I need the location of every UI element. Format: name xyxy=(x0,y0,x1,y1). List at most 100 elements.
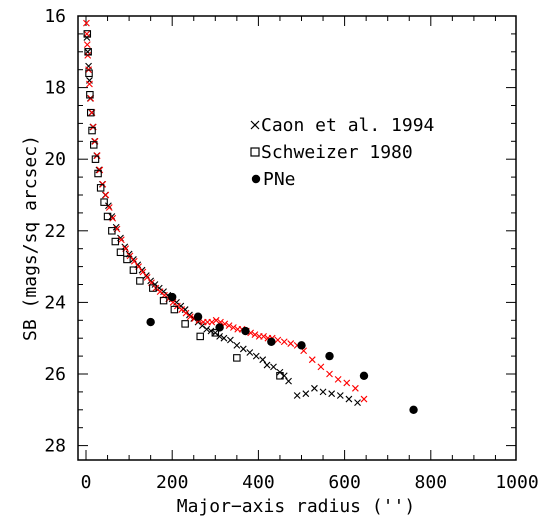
y-tick-label: 26 xyxy=(44,364,66,385)
data-point-square xyxy=(91,155,100,163)
data-point-cross xyxy=(287,340,295,347)
data-point-cross xyxy=(139,268,147,276)
x-tick-label: 0 xyxy=(81,472,92,493)
y-tick-label: 24 xyxy=(44,292,66,313)
legend-pne-label: PNe xyxy=(263,169,296,190)
data-point-square xyxy=(196,332,204,341)
data-point-circle xyxy=(241,326,250,336)
data-point-cross xyxy=(263,361,271,369)
data-point-circle xyxy=(146,317,155,327)
legend-marker-circle xyxy=(251,174,261,184)
y-tick-label: 28 xyxy=(44,436,66,457)
data-point-square xyxy=(103,212,112,221)
data-point-square xyxy=(86,91,94,99)
data-point-square xyxy=(233,354,241,362)
data-point-cross xyxy=(260,333,267,340)
legend: Caon et al. 1994 Schweizer 1980 PNe xyxy=(250,115,434,190)
legend-marker-cross xyxy=(250,120,260,130)
x-tick-label: 800 xyxy=(415,472,448,493)
data-point-square xyxy=(100,198,108,206)
y-tick-label: 22 xyxy=(44,221,66,242)
data-point-square xyxy=(84,48,92,56)
data-point-cross xyxy=(259,356,267,364)
data-layer xyxy=(83,19,418,414)
data-point-cross xyxy=(293,392,301,399)
data-point-cross xyxy=(108,213,116,220)
data-point-circle xyxy=(359,371,369,380)
data-point-square xyxy=(123,255,131,264)
data-point-circle xyxy=(325,351,334,361)
data-point-circle xyxy=(215,323,224,332)
data-point-square xyxy=(85,69,93,78)
data-point-cross xyxy=(230,324,237,331)
data-point-cross xyxy=(186,313,194,321)
data-point-cross xyxy=(302,390,310,398)
data-point-cross xyxy=(246,349,254,356)
data-point-square xyxy=(116,248,125,257)
y-tick-label: 16 xyxy=(44,6,66,27)
data-point-cross xyxy=(226,336,234,344)
data-point-square xyxy=(181,320,189,328)
y-tick-label: 18 xyxy=(44,78,66,99)
data-point-cross xyxy=(319,388,327,396)
data-point-cross xyxy=(207,327,215,335)
legend-schweizer-label: Schweizer 1980 xyxy=(261,142,413,163)
y-tick-label: 20 xyxy=(44,149,66,170)
data-point-square xyxy=(211,329,220,337)
series xyxy=(83,30,284,380)
data-point-cross xyxy=(360,395,368,403)
data-point-cross xyxy=(83,19,90,27)
x-tick-label: 600 xyxy=(328,472,361,493)
data-point-cross xyxy=(83,41,91,49)
data-point-cross xyxy=(102,191,110,199)
legend-marker-square xyxy=(250,147,260,157)
data-point-cross xyxy=(317,363,325,371)
data-point-circle xyxy=(267,337,276,346)
data-point-cross xyxy=(328,390,336,398)
data-point-square xyxy=(108,227,116,235)
x-tick-labels: 0 200 400 600 800 1000 xyxy=(81,472,539,493)
data-point-cross xyxy=(280,338,288,346)
data-point-square xyxy=(136,277,144,285)
data-point-square xyxy=(94,169,102,178)
axis-ticks xyxy=(78,15,516,460)
data-point-cross xyxy=(285,377,292,385)
data-point-cross xyxy=(280,372,288,380)
y-tick-labels: 16 18 20 22 24 26 28 xyxy=(44,6,66,457)
series xyxy=(146,292,418,414)
data-point-cross xyxy=(220,334,228,342)
data-point-square xyxy=(83,30,92,38)
data-point-cross xyxy=(212,316,220,324)
data-point-circle xyxy=(168,292,177,302)
series xyxy=(83,19,368,403)
data-point-cross xyxy=(225,322,233,330)
data-point-cross xyxy=(351,384,359,392)
data-point-cross xyxy=(105,202,112,210)
data-point-square xyxy=(159,296,168,305)
data-point-cross xyxy=(308,356,316,364)
data-point-cross xyxy=(83,30,91,38)
data-point-square xyxy=(129,266,138,274)
data-point-cross xyxy=(326,370,333,378)
data-point-cross xyxy=(354,399,361,407)
data-point-cross xyxy=(112,223,120,231)
data-point-square xyxy=(276,372,284,380)
data-point-cross xyxy=(251,331,259,339)
legend-caon-label: Caon et al. 1994 xyxy=(261,115,434,136)
data-point-cross xyxy=(143,273,151,281)
data-point-square xyxy=(90,141,98,149)
data-point-cross xyxy=(334,375,342,383)
data-point-square xyxy=(88,126,96,135)
data-point-cross xyxy=(252,352,260,360)
data-point-square xyxy=(96,184,105,192)
x-axis-label: Major−axis radius ('') xyxy=(177,496,415,517)
data-point-square xyxy=(149,284,157,292)
data-point-circle xyxy=(297,341,306,350)
data-point-cross xyxy=(336,392,344,399)
data-point-cross xyxy=(239,345,247,353)
data-point-circle xyxy=(193,312,203,321)
plot-frame xyxy=(77,15,517,461)
data-point-square xyxy=(111,237,120,246)
data-point-cross xyxy=(203,325,211,333)
